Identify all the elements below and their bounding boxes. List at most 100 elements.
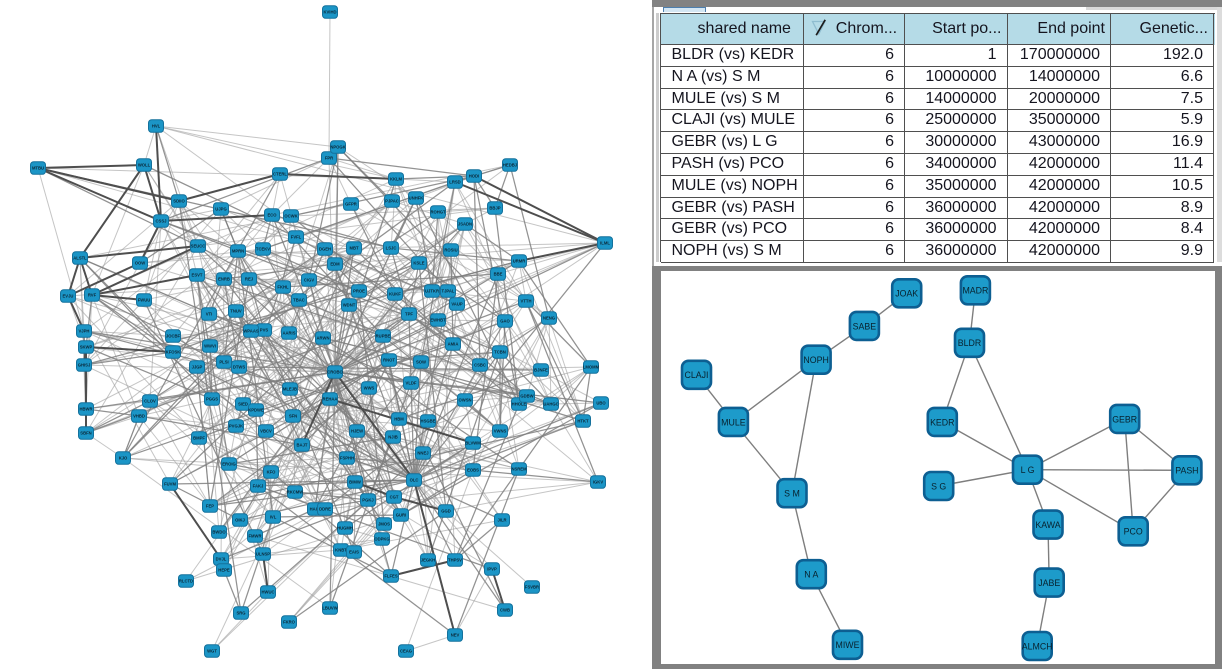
svg-text:VTTH: VTTH [521,298,532,303]
svg-text:NPOGK: NPOGK [330,144,345,149]
svg-text:PLSI: PLSI [219,359,228,364]
svg-text:CLOV: CLOV [144,398,156,403]
svg-text:HODI: HODI [469,173,479,178]
svg-text:DVJL: DVJL [216,556,227,561]
svg-text:KEDR: KEDR [930,417,954,427]
svg-text:NENG: NENG [543,315,555,320]
svg-text:PASH: PASH [1175,465,1198,475]
svg-text:FWUU: FWUU [138,297,151,302]
svg-text:FPR: FPR [325,155,333,160]
svg-text:CSBC: CSBC [474,362,486,367]
svg-text:CGT: CGT [390,494,399,499]
svg-text:VBCV: VBCV [260,428,272,433]
svg-text:UBO: UBO [596,400,606,405]
svg-text:GURI: GURI [396,512,406,517]
svg-text:GAO: GAO [500,318,510,323]
svg-text:HEDBJ: HEDBJ [503,162,518,167]
svg-text:IPVP: IPVP [487,566,497,571]
svg-text:BMPF: BMPF [193,435,205,440]
svg-text:RVF: RVF [88,292,97,297]
svg-text:HHOLE: HHOLE [512,401,527,406]
svg-text:WPAAS: WPAAS [243,328,258,333]
svg-text:SEUCC: SEUCC [191,243,206,248]
svg-text:MULE: MULE [721,417,746,427]
svg-text:KFOSK: KFOSK [166,349,181,354]
svg-text:JILR: JILR [497,517,506,522]
svg-text:KKLM: KKLM [390,176,403,181]
svg-text:VHBD: VHBD [133,413,145,418]
svg-text:LMOMM: LMOMM [583,364,600,369]
svg-text:OOW: OOW [135,260,146,265]
svg-text:KSLE: KSLE [413,260,424,265]
svg-text:EAIS: EAIS [349,549,359,554]
svg-text:CIGV: CIGV [304,277,314,282]
svg-text:SABE: SABE [853,321,877,331]
svg-text:BIMW: BIMW [349,479,361,484]
svg-text:HUGMH: HUGMH [337,525,353,530]
svg-text:KVIHD: KVIHD [323,9,336,14]
svg-text:SIED: SIED [238,401,248,406]
svg-text:JJGP: JJGP [192,364,203,369]
svg-text:NSREM: NSREM [511,466,527,471]
svg-text:CSSJ: CSSJ [156,218,168,223]
svg-text:HJEW: HJEW [351,428,363,433]
svg-text:BLDR: BLDR [958,338,981,348]
svg-text:MADR: MADR [962,285,988,295]
svg-text:EWHBT: EWHBT [430,317,446,322]
svg-text:FVFL: FVFL [291,234,302,239]
svg-text:CROBO: CROBO [327,369,343,374]
svg-text:PROE: PROE [353,288,365,293]
svg-text:SFN: SFN [289,413,297,418]
svg-text:TCEKV: TCEKV [256,246,270,251]
svg-text:ROHGT: ROHGT [430,209,446,214]
svg-text:ECO: ECO [267,212,277,217]
svg-text:BBJP: BBJP [489,205,500,210]
svg-text:S G: S G [931,481,946,491]
svg-text:TNUV: TNUV [230,308,242,313]
svg-text:KNBT: KNBT [335,547,347,552]
svg-text:SOW: SOW [416,359,426,364]
svg-text:BWDO: BWDO [212,529,226,534]
svg-text:WWVI: WWVI [204,343,216,348]
svg-text:JABE: JABE [1038,578,1060,588]
svg-text:JEGKH: JEGKH [421,557,435,562]
svg-text:WWS: WWS [364,385,375,390]
svg-text:VJPH: VJPH [79,328,90,333]
svg-text:REHAA: REHAA [323,396,338,401]
svg-text:REJ: REJ [245,276,254,281]
svg-text:VAUP: VAUP [451,301,463,306]
svg-text:UNHFK: UNHFK [409,195,424,200]
svg-text:AARIS: AARIS [282,330,295,335]
svg-text:CEAG: CEAG [400,648,412,653]
svg-text:FAKJ: FAKJ [253,483,264,488]
svg-text:SKWP: SKWP [80,344,93,349]
svg-text:GHISJ: GHISJ [78,362,91,367]
svg-text:AMIA: AMIA [448,341,459,346]
svg-text:RNOT: RNOT [383,357,395,362]
svg-text:N A: N A [804,569,818,579]
svg-text:OCWK: OCWK [284,213,297,218]
svg-text:HTKT: HTKT [577,418,589,423]
svg-text:GDBW: GDBW [520,393,533,398]
svg-text:ULNSP: ULNSP [256,551,270,556]
svg-text:EOBS: EOBS [467,467,479,472]
svg-text:CWB: CWB [500,607,510,612]
svg-text:FSPHH: FSPHH [340,455,354,460]
svg-text:BLVWM: BLVWM [465,440,481,445]
svg-text:HEPE: HEPE [218,567,230,572]
svg-text:BAJT: BAJT [297,442,308,447]
svg-text:ALSTL: ALSTL [73,255,87,260]
svg-text:HAIM: HAIM [310,506,321,511]
svg-text:MTBU: MTBU [32,165,44,170]
svg-text:LBUVW: LBUVW [322,605,337,610]
svg-text:HVL: HVL [152,123,161,128]
svg-text:ALMCH: ALMCH [1022,641,1053,651]
svg-text:PGGS: PGGS [206,396,218,401]
svg-text:FEP: FEP [206,503,214,508]
svg-text:PCO: PCO [1124,526,1143,536]
svg-text:TJPAL: TJPAL [442,288,455,293]
svg-text:L G: L G [1021,465,1035,475]
svg-text:SDIIO: SDIIO [173,198,185,203]
svg-text:IGKV: IGKV [593,479,603,484]
svg-text:TPF: TPF [405,311,413,316]
